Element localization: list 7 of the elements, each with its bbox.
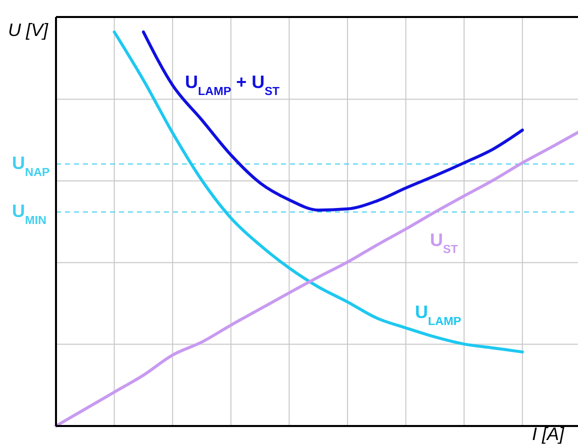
y-axis-title: U [V] bbox=[8, 20, 50, 40]
ref-line-label: U$_{NAP}$ bbox=[12, 152, 50, 178]
series-label: U$_{LAMP}$ bbox=[415, 302, 462, 328]
series-label: U$_{ST}$ bbox=[430, 230, 459, 256]
series-label: U$_{LAMP}$ + U$_{ST}$ bbox=[185, 72, 280, 98]
ref-line-label: U$_{MIN}$ bbox=[12, 201, 46, 227]
x-axis-title: I [A] bbox=[532, 424, 565, 444]
